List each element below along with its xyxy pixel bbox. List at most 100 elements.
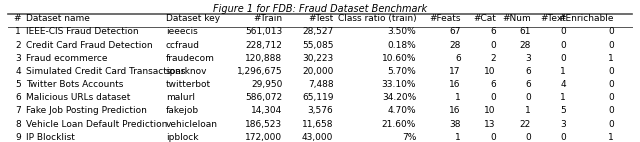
Text: 6: 6 xyxy=(525,67,531,76)
Text: 4: 4 xyxy=(561,80,566,89)
Text: Credit Card Fraud Detection: Credit Card Fraud Detection xyxy=(26,40,152,50)
Text: Fraud ecommerce: Fraud ecommerce xyxy=(26,54,107,63)
Text: 0: 0 xyxy=(608,80,614,89)
Text: 3: 3 xyxy=(15,54,21,63)
Text: 186,523: 186,523 xyxy=(245,120,282,129)
Text: 1: 1 xyxy=(15,27,21,36)
Text: 3: 3 xyxy=(560,120,566,129)
Text: ieeecis: ieeecis xyxy=(166,27,198,36)
Text: 14,304: 14,304 xyxy=(251,106,282,115)
Text: 6: 6 xyxy=(15,93,21,102)
Text: #Cat: #Cat xyxy=(473,14,496,23)
Text: 16: 16 xyxy=(449,106,461,115)
Text: 7,488: 7,488 xyxy=(308,80,333,89)
Text: Class ratio (train): Class ratio (train) xyxy=(337,14,416,23)
Text: 0: 0 xyxy=(490,40,496,50)
Text: 586,072: 586,072 xyxy=(245,93,282,102)
Text: 3.50%: 3.50% xyxy=(387,27,416,36)
Text: 22: 22 xyxy=(520,120,531,129)
Text: 1: 1 xyxy=(525,106,531,115)
Text: 1,296,675: 1,296,675 xyxy=(237,67,282,76)
Text: 1: 1 xyxy=(560,67,566,76)
Text: Dataset name: Dataset name xyxy=(26,14,90,23)
Text: 0: 0 xyxy=(608,67,614,76)
Text: 1: 1 xyxy=(608,133,614,142)
Text: 28: 28 xyxy=(520,40,531,50)
Text: 21.60%: 21.60% xyxy=(382,120,416,129)
Text: 0: 0 xyxy=(525,93,531,102)
Text: 17: 17 xyxy=(449,67,461,76)
Text: 0: 0 xyxy=(525,133,531,142)
Text: 7: 7 xyxy=(15,106,21,115)
Text: #Text: #Text xyxy=(540,14,566,23)
Text: ipblock: ipblock xyxy=(166,133,198,142)
Text: Vehicle Loan Default Prediction: Vehicle Loan Default Prediction xyxy=(26,120,167,129)
Text: 30,223: 30,223 xyxy=(302,54,333,63)
Text: #: # xyxy=(13,14,21,23)
Text: 0: 0 xyxy=(490,93,496,102)
Text: #Test: #Test xyxy=(308,14,333,23)
Text: Figure 1 for FDB: Fraud Dataset Benchmark: Figure 1 for FDB: Fraud Dataset Benchmar… xyxy=(213,4,427,14)
Text: 228,712: 228,712 xyxy=(246,40,282,50)
Text: 0: 0 xyxy=(560,54,566,63)
Text: 29,950: 29,950 xyxy=(251,80,282,89)
Text: 6: 6 xyxy=(490,80,496,89)
Text: 43,000: 43,000 xyxy=(302,133,333,142)
Text: 11,658: 11,658 xyxy=(302,120,333,129)
Text: #Train: #Train xyxy=(253,14,282,23)
Text: 4.70%: 4.70% xyxy=(388,106,416,115)
Text: 5: 5 xyxy=(15,80,21,89)
Text: 67: 67 xyxy=(449,27,461,36)
Text: 0: 0 xyxy=(608,40,614,50)
Text: 61: 61 xyxy=(520,27,531,36)
Text: 13: 13 xyxy=(484,120,496,129)
Text: 0: 0 xyxy=(560,40,566,50)
Text: 0: 0 xyxy=(560,27,566,36)
Text: Dataset key: Dataset key xyxy=(166,14,220,23)
Text: 55,085: 55,085 xyxy=(302,40,333,50)
Text: malurl: malurl xyxy=(166,93,195,102)
Text: 0: 0 xyxy=(608,106,614,115)
Text: 120,888: 120,888 xyxy=(245,54,282,63)
Text: 561,013: 561,013 xyxy=(245,27,282,36)
Text: 7%: 7% xyxy=(402,133,416,142)
Text: 9: 9 xyxy=(15,133,21,142)
Text: Twitter Bots Accounts: Twitter Bots Accounts xyxy=(26,80,123,89)
Text: 6: 6 xyxy=(490,27,496,36)
Text: 10: 10 xyxy=(484,67,496,76)
Text: 0: 0 xyxy=(560,133,566,142)
Text: 0: 0 xyxy=(608,120,614,129)
Text: 38: 38 xyxy=(449,120,461,129)
Text: 10.60%: 10.60% xyxy=(381,54,416,63)
Text: 33.10%: 33.10% xyxy=(381,80,416,89)
Text: Malicious URLs dataset: Malicious URLs dataset xyxy=(26,93,130,102)
Text: 0: 0 xyxy=(608,93,614,102)
Text: twitterbot: twitterbot xyxy=(166,80,211,89)
Text: 6: 6 xyxy=(525,80,531,89)
Text: 1: 1 xyxy=(455,93,461,102)
Text: 1: 1 xyxy=(560,93,566,102)
Text: 3: 3 xyxy=(525,54,531,63)
Text: 34.20%: 34.20% xyxy=(382,93,416,102)
Text: Fake Job Posting Prediction: Fake Job Posting Prediction xyxy=(26,106,147,115)
Text: #Enrichable: #Enrichable xyxy=(558,14,614,23)
Text: 4: 4 xyxy=(15,67,21,76)
Text: 65,119: 65,119 xyxy=(302,93,333,102)
Text: vehicleloan: vehicleloan xyxy=(166,120,218,129)
Text: 10: 10 xyxy=(484,106,496,115)
Text: #Num: #Num xyxy=(502,14,531,23)
Text: 2: 2 xyxy=(490,54,496,63)
Text: 28: 28 xyxy=(449,40,461,50)
Text: ccfraud: ccfraud xyxy=(166,40,200,50)
Text: fraudecom: fraudecom xyxy=(166,54,214,63)
Text: 3,576: 3,576 xyxy=(308,106,333,115)
Text: 6: 6 xyxy=(455,54,461,63)
Text: 0.18%: 0.18% xyxy=(387,40,416,50)
Text: sparknov: sparknov xyxy=(166,67,207,76)
Text: Simulated Credit Card Transactions: Simulated Credit Card Transactions xyxy=(26,67,185,76)
Text: 8: 8 xyxy=(15,120,21,129)
Text: 20,000: 20,000 xyxy=(302,67,333,76)
Text: 0: 0 xyxy=(490,133,496,142)
Text: 5.70%: 5.70% xyxy=(387,67,416,76)
Text: 1: 1 xyxy=(608,54,614,63)
